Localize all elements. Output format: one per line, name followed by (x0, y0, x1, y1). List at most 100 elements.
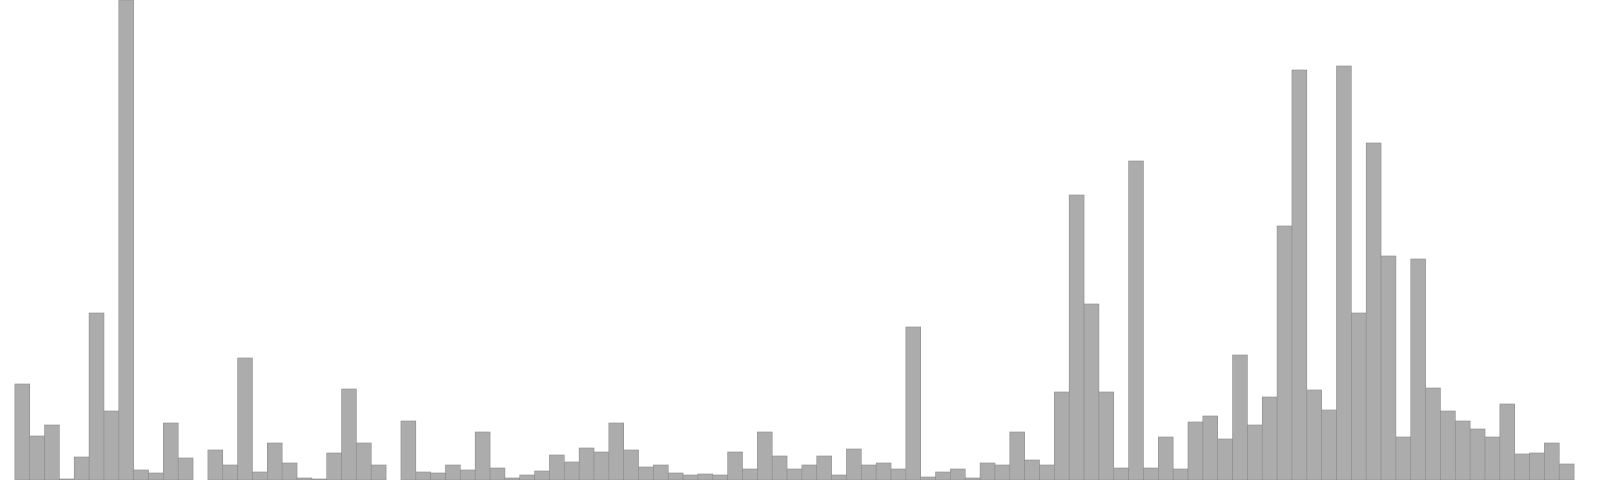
histogram-bar (1128, 160, 1144, 480)
histogram-bar (905, 326, 921, 480)
histogram-bar (177, 457, 194, 480)
histogram-bar (14, 383, 31, 480)
histogram-bar (1291, 69, 1308, 480)
histogram-bar (1113, 467, 1129, 480)
histogram-bar (623, 449, 639, 480)
histogram-bar (816, 455, 832, 480)
histogram-bar (667, 472, 684, 480)
histogram-bar (653, 464, 669, 480)
histogram-bar (1054, 391, 1070, 480)
histogram-bar (29, 435, 45, 480)
histogram-bar (73, 456, 90, 480)
histogram-bar (1187, 421, 1204, 480)
histogram-bar (1024, 459, 1040, 480)
histogram-bar (341, 388, 357, 480)
histogram-bar (1469, 428, 1486, 480)
histogram-bar (222, 464, 238, 480)
histogram-bar (1068, 194, 1085, 480)
histogram-bar (742, 468, 758, 480)
bar-group (14, 0, 1575, 480)
histogram-bar (935, 471, 951, 480)
histogram-bar (786, 468, 803, 480)
histogram-bar (950, 468, 966, 480)
histogram-bar (1098, 391, 1115, 480)
histogram-bar (1544, 442, 1560, 480)
histogram-bar (103, 410, 120, 480)
histogram-bar (430, 472, 446, 480)
histogram-bar (1083, 303, 1100, 480)
histogram-bar (727, 451, 743, 480)
histogram-bar (1365, 142, 1382, 480)
histogram-bar (563, 461, 580, 480)
histogram-bar (1232, 354, 1248, 480)
histogram-bar (682, 474, 699, 480)
histogram-bar (252, 471, 268, 480)
histogram-bar (994, 464, 1011, 480)
histogram-bar (1039, 464, 1055, 480)
histogram-bar (237, 357, 253, 480)
histogram-bar (1009, 431, 1025, 480)
histogram-bar (88, 312, 105, 480)
histogram-bar (489, 467, 506, 480)
histogram-bar (1484, 436, 1501, 480)
histogram-bar (593, 451, 610, 480)
histogram-bar (415, 471, 431, 480)
histogram-bar (697, 473, 714, 480)
histogram-bar (1217, 438, 1233, 480)
histogram-bar (474, 431, 491, 480)
histogram-bar (1440, 410, 1456, 480)
histogram-bar (1455, 420, 1471, 480)
histogram-bar (163, 422, 179, 480)
histogram-bar (118, 0, 134, 480)
histogram-bar (1395, 436, 1412, 480)
histogram-bar (460, 469, 476, 480)
histogram-bar (148, 472, 164, 480)
histogram-bar (1425, 387, 1441, 480)
histogram-bar (1276, 225, 1293, 480)
histogram-bar (400, 420, 417, 480)
histogram-bar (549, 454, 565, 480)
histogram-bar (578, 447, 595, 480)
histogram-bar (712, 474, 728, 480)
histogram-bar (1247, 424, 1263, 480)
histogram-bar (875, 462, 892, 480)
histogram-bar (534, 470, 550, 480)
histogram-bar (1261, 396, 1278, 480)
histogram-bar (1158, 436, 1174, 480)
histogram-bar (1351, 312, 1367, 480)
histogram-bar (1410, 258, 1426, 480)
histogram-bar (1514, 453, 1530, 480)
histogram-bar (608, 422, 624, 480)
histogram-bar (771, 455, 788, 480)
histogram-bar (1499, 403, 1515, 480)
histogram-bar (519, 474, 535, 480)
histogram-bar (979, 462, 996, 480)
histogram-bar (207, 449, 224, 480)
histogram-bar (356, 442, 372, 480)
histogram-bar (1172, 468, 1189, 480)
histogram-bar (801, 464, 818, 480)
histogram-bar (370, 464, 387, 480)
histogram-bar (831, 474, 847, 480)
histogram-bar (445, 464, 461, 480)
histogram-bar (133, 469, 149, 480)
histogram-bar (1143, 467, 1159, 480)
histogram-bar (846, 448, 862, 480)
histogram-bar (890, 468, 907, 480)
histogram-bar (1336, 65, 1352, 480)
histogram-bar (638, 466, 654, 480)
histogram-bar (1306, 389, 1322, 480)
histogram-bar (281, 462, 298, 480)
histogram-bar (266, 442, 283, 480)
histogram-bar (1202, 415, 1218, 480)
histogram-bar (326, 452, 342, 480)
histogram-bar (1321, 409, 1337, 480)
histogram-bar (860, 464, 877, 480)
histogram-bar (1380, 255, 1397, 480)
histogram-bar (44, 424, 60, 480)
histogram-bar (1558, 463, 1575, 480)
histogram-bar (1529, 452, 1545, 480)
histogram-bar (757, 431, 773, 480)
